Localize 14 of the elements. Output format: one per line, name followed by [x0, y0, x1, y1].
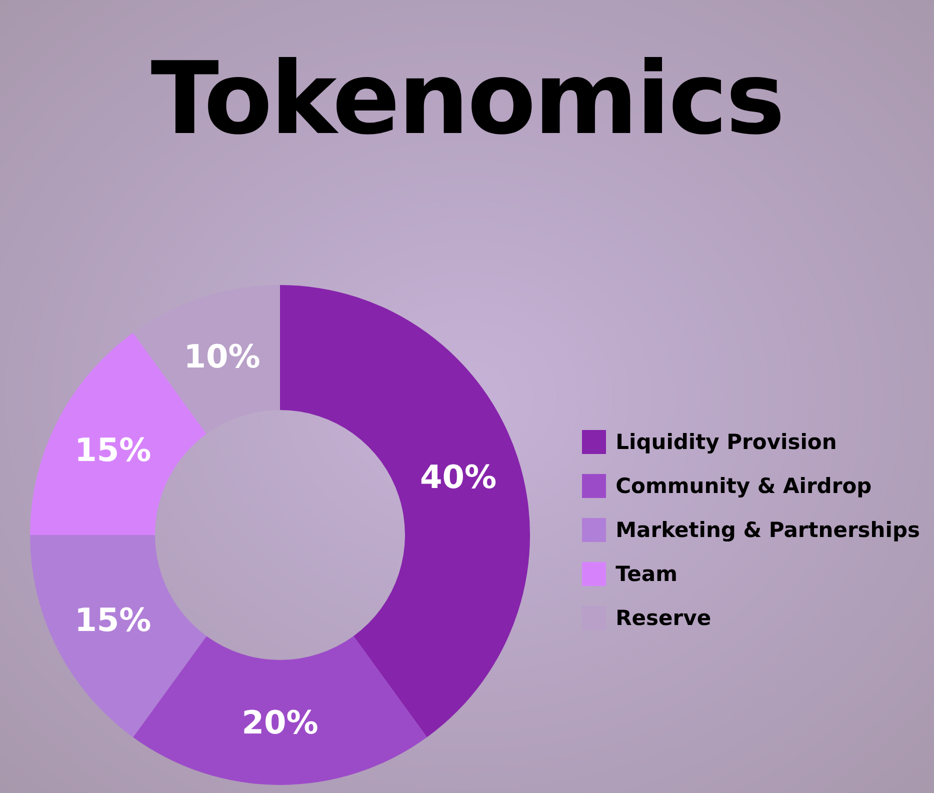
legend-label: Community & Airdrop [616, 474, 872, 498]
data-label: 15% [74, 601, 152, 640]
legend-label: Marketing & Partnerships [616, 518, 920, 542]
legend-label: Team [616, 562, 678, 586]
donut-slice [30, 535, 207, 738]
data-label: 10% [184, 338, 260, 376]
legend-label: Reserve [616, 606, 712, 630]
data-label: 15% [74, 430, 152, 469]
data-label: 40% [420, 458, 497, 496]
donut-slice [133, 636, 427, 785]
chart-title: Tokenomics [150, 40, 784, 157]
legend-label: Liquidity Provision [616, 430, 837, 454]
donut-slice [133, 285, 280, 434]
data-label: 20% [242, 704, 318, 742]
